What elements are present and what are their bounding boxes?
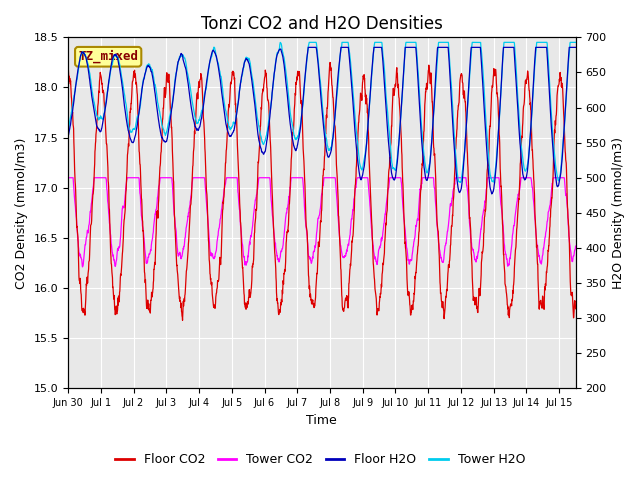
X-axis label: Time: Time [307,414,337,427]
Legend: Floor CO2, Tower CO2, Floor H2O, Tower H2O: Floor CO2, Tower CO2, Floor H2O, Tower H… [109,448,531,471]
Y-axis label: H2O Density (mmol/m3): H2O Density (mmol/m3) [612,137,625,289]
Text: TZ_mixed: TZ_mixed [78,50,138,63]
Title: Tonzi CO2 and H2O Densities: Tonzi CO2 and H2O Densities [201,15,443,33]
Y-axis label: CO2 Density (mmol/m3): CO2 Density (mmol/m3) [15,137,28,288]
